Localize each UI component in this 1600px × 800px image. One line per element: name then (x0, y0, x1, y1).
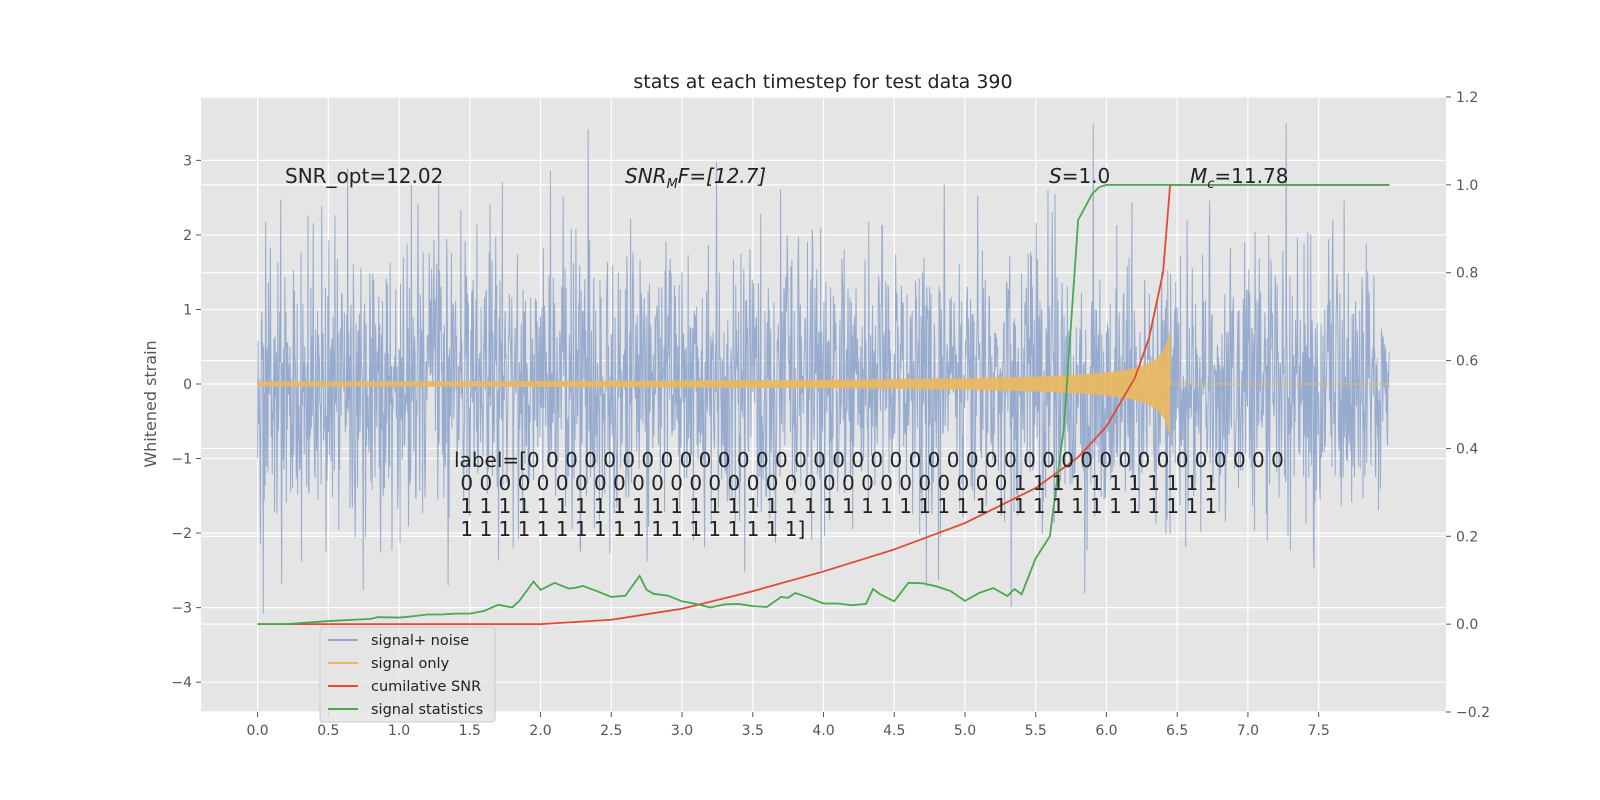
annotation-s: S=1.0 (1049, 164, 1110, 188)
x-tick-label: 7.5 (1308, 723, 1330, 739)
y-tick-label: 2 (183, 228, 192, 244)
y-tick-label: 0 (183, 377, 192, 393)
y2-tick-label: 0.8 (1456, 266, 1478, 282)
legend-label-signal-only: signal only (371, 656, 450, 672)
annotation-snr-mf: SNRMF=[12.7] (625, 164, 766, 192)
chart-title: stats at each timestep for test data 390 (633, 71, 1012, 93)
series-layer (257, 123, 1390, 626)
x-tick-label: 0.0 (246, 723, 268, 739)
annotation-mc: Mc=11.78 (1190, 164, 1288, 192)
series-cumulative-snr (257, 183, 1390, 626)
snr-mf-sub: M (667, 177, 678, 192)
y2-tick-label: 1.0 (1456, 178, 1478, 194)
x-tick-label: 4.0 (812, 723, 834, 739)
legend: signal+ noise signal only cumilative SNR… (319, 626, 496, 723)
s-main: S (1049, 164, 1062, 188)
legend-box (319, 626, 496, 723)
series-signal-only (257, 330, 1390, 436)
x-tick-label: 5.0 (954, 723, 976, 739)
y-tick-label: 1 (183, 302, 192, 318)
x-tick-label: 2.5 (600, 723, 622, 739)
mc-sub: c (1207, 177, 1214, 192)
x-tick-label: 3.5 (742, 723, 764, 739)
annotation-snr-opt: SNR_opt=12.02 (285, 164, 443, 188)
snr-mf-rest: F=[12.7] (678, 164, 766, 188)
x-tick-label: 3.0 (671, 723, 693, 739)
y2-tick-label: 0.6 (1456, 354, 1478, 370)
y2-tick-label: 0.0 (1456, 617, 1478, 633)
x-tick-label: 1.5 (459, 723, 481, 739)
x-tick-label: 1.0 (388, 723, 410, 739)
y-tick-label: −4 (171, 675, 192, 691)
label-line-3: 1 1 1 1 1 1 1 1 1 1 1 1 1 1 1 1 1 1 1 1 … (454, 494, 1217, 518)
y-tick-label: 3 (183, 153, 192, 169)
x-tick-label: 7.0 (1237, 723, 1259, 739)
y-tick-label: −2 (171, 526, 192, 542)
series-signal-statistics (257, 183, 1390, 626)
mc-rest: =11.78 (1214, 164, 1288, 188)
label-line-2: 0 0 0 0 0 0 0 0 0 0 0 0 0 0 0 0 0 0 0 0 … (454, 471, 1217, 495)
x-tick-label: 6.0 (1095, 723, 1117, 739)
x-tick-label: 5.5 (1025, 723, 1047, 739)
label-line-4: 1 1 1 1 1 1 1 1 1 1 1 1 1 1 1 1 1 1] (454, 517, 805, 541)
y2-tick-label: 0.4 (1456, 441, 1478, 457)
legend-label-cumulative-snr: cumilative SNR (371, 679, 481, 695)
legend-label-signal-noise: signal+ noise (371, 633, 469, 649)
y-tick-label: −1 (171, 452, 192, 468)
x-tick-label: 6.5 (1166, 723, 1188, 739)
x-tick-label: 2.0 (529, 723, 551, 739)
x-tick-label: 4.5 (883, 723, 905, 739)
y-tick-label: −3 (171, 601, 192, 617)
y2-tick-label: 0.2 (1456, 529, 1478, 545)
x-tick-label: 0.5 (317, 723, 339, 739)
y-axis-label: Whitened strain (141, 340, 160, 467)
mc-main: M (1190, 164, 1207, 188)
snr-mf-main: SNR (625, 164, 667, 188)
ticks: 0.0 0.5 1.0 1.5 2.0 2.5 3.0 3.5 4.0 4.5 5.0 5.5 6.0 6… (171, 90, 1490, 739)
label-line-1: label=[0 0 0 0 0 0 0 0 0 0 0 0 0 0 0 0 0… (454, 448, 1284, 472)
legend-label-signal-statistics: signal statistics (371, 702, 483, 718)
y2-tick-label: 1.2 (1456, 90, 1478, 106)
series-signal-noise (257, 123, 1390, 615)
s-rest: =1.0 (1062, 164, 1111, 188)
annotation-label-block: label=[0 0 0 0 0 0 0 0 0 0 0 0 0 0 0 0 0… (454, 448, 1284, 541)
y2-tick-label: −0.2 (1456, 705, 1490, 721)
